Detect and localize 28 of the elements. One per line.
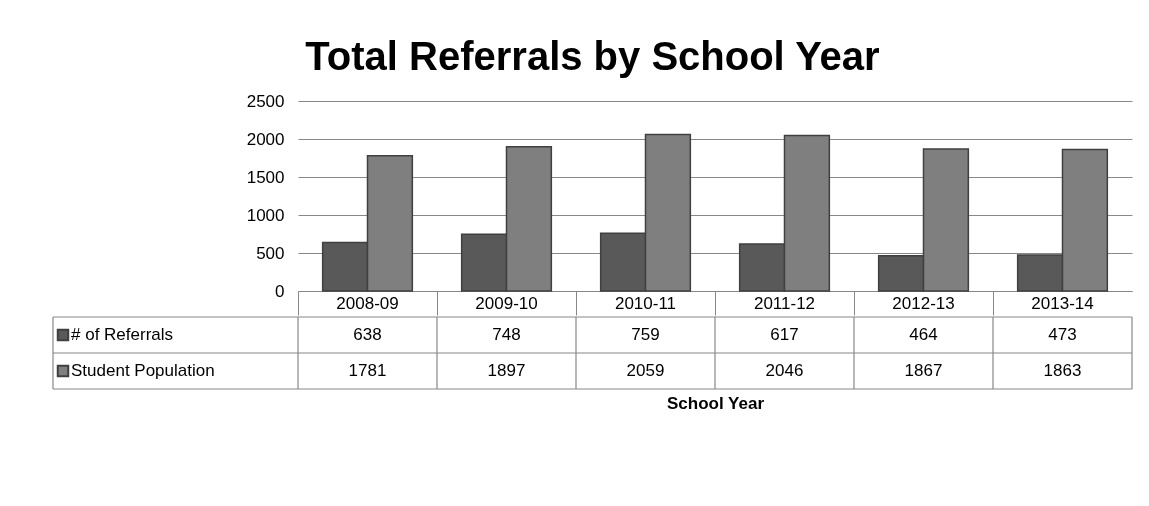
- y-tick-label: 1500: [246, 167, 285, 187]
- data-label: 1897: [487, 361, 526, 380]
- x-tick-label: 2012-13: [892, 293, 955, 313]
- y-tick-label: 2000: [246, 129, 285, 149]
- legend-label: # of Referrals: [71, 325, 174, 344]
- chart-title: Total Referrals by School Year: [305, 34, 880, 78]
- x-tick-label: 2009-10: [475, 293, 538, 313]
- y-tick-label: 500: [256, 243, 285, 263]
- x-tick-label: 2013-14: [1031, 293, 1094, 313]
- x-tick-label: 2008-09: [336, 293, 399, 313]
- data-label: 1867: [904, 361, 943, 380]
- data-label: 2046: [765, 361, 804, 380]
- data-label: 473: [1048, 325, 1077, 344]
- legend-label: Student Population: [71, 361, 215, 380]
- data-label: 748: [492, 325, 521, 344]
- x-tick-label: 2011-12: [753, 293, 816, 313]
- data-label: 617: [770, 325, 799, 344]
- data-label: 638: [353, 325, 382, 344]
- data-label: 1863: [1043, 361, 1082, 380]
- y-tick-label: 0: [275, 281, 285, 301]
- data-label: 1781: [348, 361, 387, 380]
- data-label: 759: [631, 325, 660, 344]
- y-tick-label: 1000: [246, 205, 285, 225]
- data-label: 2059: [626, 361, 665, 380]
- x-axis-title: School Year: [666, 393, 765, 413]
- data-label: 464: [909, 325, 938, 344]
- x-tick-label: 2010-11: [614, 293, 677, 313]
- y-tick-label: 2500: [246, 91, 285, 111]
